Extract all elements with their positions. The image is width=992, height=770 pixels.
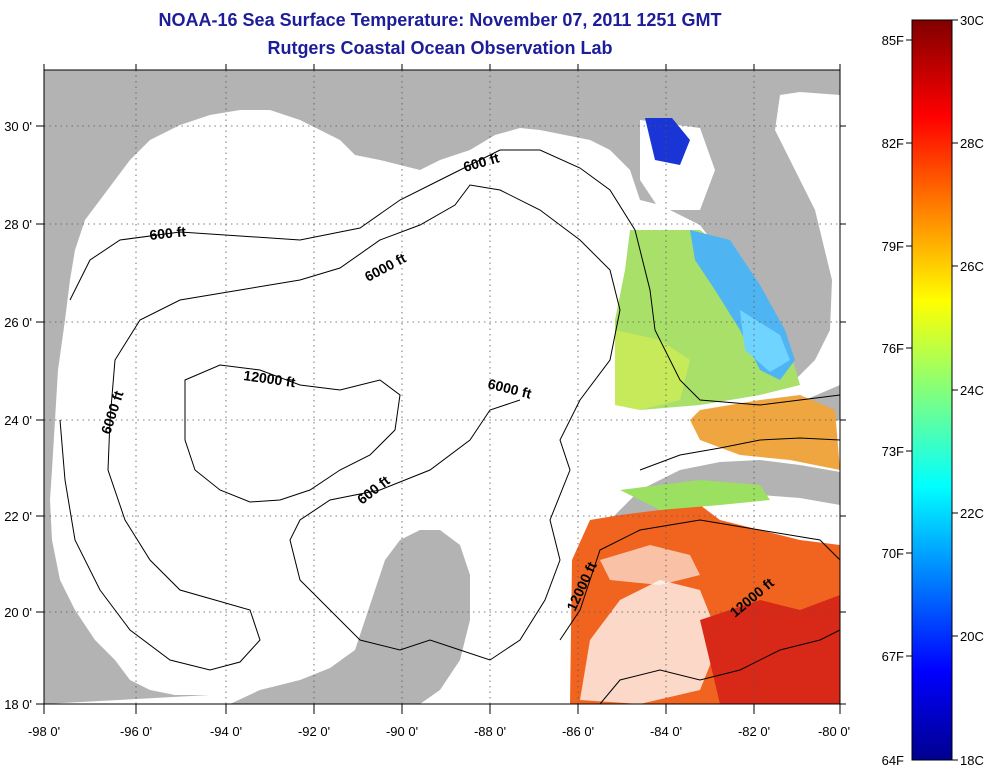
colorbar: 85F 82F 79F 76F 73F 70F 67F 64F 30C 28C … [882, 13, 984, 768]
lat-tick-label: 24 0' [4, 413, 32, 428]
sst-swath-florida-shelf [615, 118, 840, 470]
lon-tick-label: -96 0' [120, 724, 152, 739]
contour-label: 12000 ft [243, 367, 297, 390]
colorbar-c-label: 20C [960, 629, 984, 644]
lon-tick-label: -84 0' [650, 724, 682, 739]
chart-title: NOAA-16 Sea Surface Temperature: Novembe… [158, 10, 722, 30]
colorbar-celsius-labels: 30C 28C 26C 24C 22C 20C 18C [960, 13, 984, 768]
colorbar-c-label: 24C [960, 383, 984, 398]
lon-tick-label: -82 0' [738, 724, 770, 739]
lon-tick-label: -92 0' [298, 724, 330, 739]
colorbar-f-label: 67F [882, 649, 904, 664]
colorbar-gradient [911, 19, 953, 761]
lon-tick-label: -90 0' [386, 724, 418, 739]
lon-tick-label: -98 0' [28, 724, 60, 739]
lon-tick-labels: -98 0' -96 0' -94 0' -92 0' -90 0' -88 0… [28, 724, 850, 739]
colorbar-c-label: 28C [960, 136, 984, 151]
lon-tick-label: -86 0' [562, 724, 594, 739]
lat-tick-label: 20 0' [4, 605, 32, 620]
land-yucatan [230, 530, 470, 704]
colorbar-c-label: 22C [960, 506, 984, 521]
colorbar-f-label: 64F [882, 753, 904, 768]
colorbar-f-label: 85F [882, 33, 904, 48]
colorbar-fahrenheit-labels: 85F 82F 79F 76F 73F 70F 67F 64F [882, 33, 904, 768]
contour-label: 600 ft [149, 223, 187, 243]
map-frame [43, 69, 841, 705]
land-us-gulf-coast [44, 70, 840, 704]
colorbar-c-label: 26C [960, 259, 984, 274]
lat-tick-label: 18 0' [4, 697, 32, 712]
colorbar-f-label: 82F [882, 136, 904, 151]
colorbar-f-label: 73F [882, 444, 904, 459]
lon-tick-label: -88 0' [474, 724, 506, 739]
lon-tick-label: -94 0' [210, 724, 242, 739]
chart-subtitle: Rutgers Coastal Ocean Observation Lab [267, 38, 613, 58]
bathymetry-contours [59, 149, 840, 704]
colorbar-f-label: 70F [882, 546, 904, 561]
colorbar-f-label: 79F [882, 239, 904, 254]
colorbar-c-label: 30C [960, 13, 984, 28]
lat-tick-label: 30 0' [4, 119, 32, 134]
colorbar-f-label: 76F [882, 341, 904, 356]
lat-tick-label: 22 0' [4, 509, 32, 524]
colorbar-c-label: 18C [960, 753, 984, 768]
lat-tick-label: 26 0' [4, 315, 32, 330]
lat-tick-label: 28 0' [4, 217, 32, 232]
lat-tick-labels: 18 0' 20 0' 22 0' 24 0' 26 0' 28 0' 30 0… [4, 119, 32, 712]
map-grid [44, 70, 840, 704]
axis-ticks [36, 64, 846, 714]
lon-tick-label: -80 0' [818, 724, 850, 739]
